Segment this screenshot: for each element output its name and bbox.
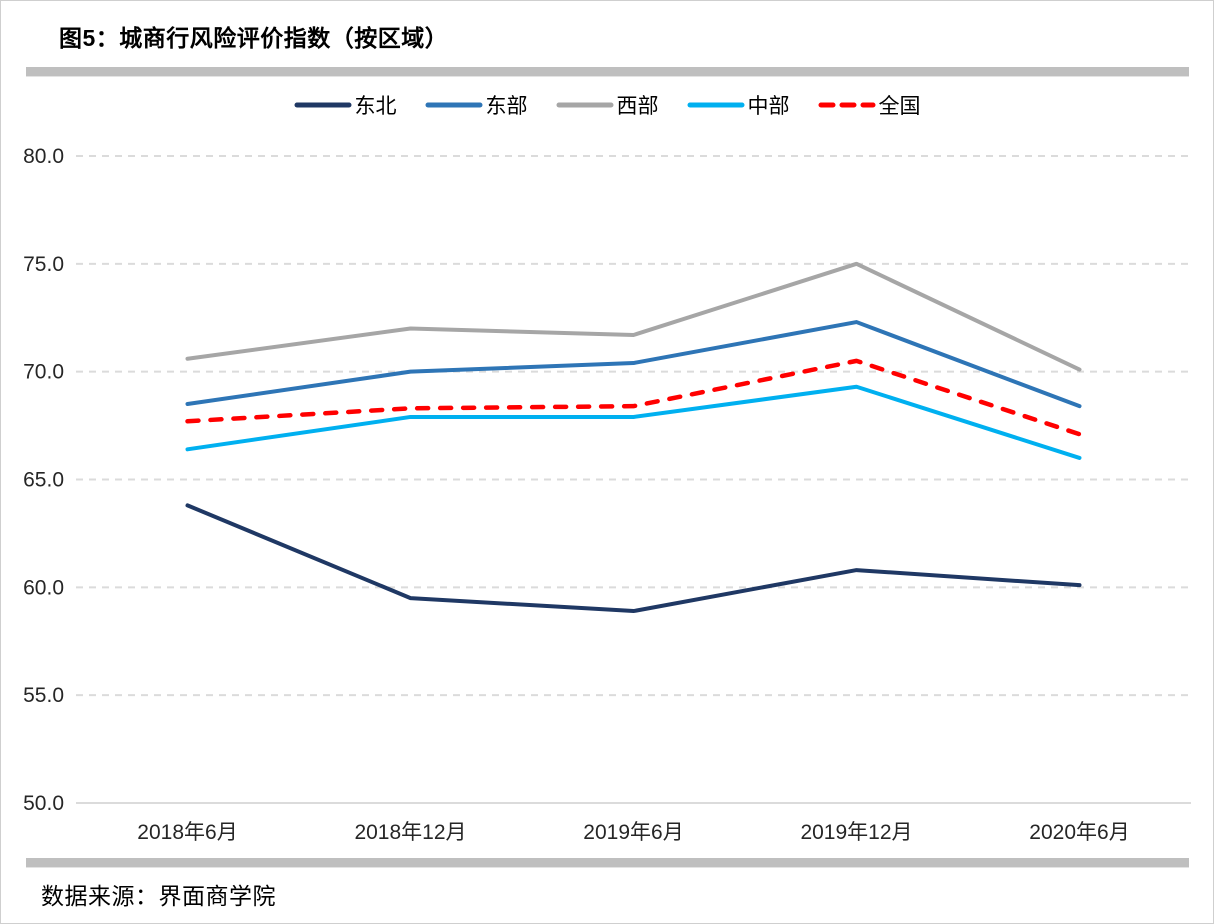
x-tick-label: 2018年6月	[137, 821, 237, 844]
legend-label: 中部	[747, 95, 790, 118]
y-tick-label: 50.0	[23, 792, 64, 815]
series-line-中部	[185, 384, 1082, 460]
legend-label: 全国	[878, 95, 921, 118]
x-tick-label: 2020年6月	[1029, 821, 1129, 844]
series-line-东部	[185, 320, 1082, 409]
data-source-note: 数据来源：界面商学院	[41, 883, 276, 909]
legend-item-全国: 全国	[818, 90, 921, 120]
y-tick-label: 80.0	[23, 145, 64, 168]
legend-item-东部: 东部	[425, 90, 528, 120]
bottom-divider-bar	[26, 858, 1189, 867]
x-tick-label: 2019年12月	[800, 821, 912, 844]
chart-legend: 东北 东部 西部 中部 全国	[1, 91, 1213, 119]
y-tick-label: 65.0	[23, 469, 64, 492]
chart-title: 图5：城商行风险评价指数（按区域）	[59, 25, 449, 51]
series-line-西部	[185, 261, 1082, 372]
legend-label: 东部	[485, 95, 528, 118]
top-divider-bar	[26, 67, 1189, 76]
legend-line-swatch	[425, 102, 482, 108]
legend-item-中部: 中部	[687, 90, 790, 120]
x-tick-label: 2019年6月	[583, 821, 683, 844]
legend-item-西部: 西部	[556, 90, 659, 120]
legend-label: 西部	[616, 95, 659, 118]
y-tick-label: 55.0	[23, 684, 64, 707]
legend-line-swatch	[556, 102, 613, 108]
y-tick-label: 60.0	[23, 576, 64, 599]
series-line-全国	[185, 358, 1082, 437]
x-tick-label: 2018年12月	[354, 821, 466, 844]
y-tick-label: 75.0	[23, 253, 64, 276]
series-line-东北	[185, 503, 1082, 614]
legend-line-swatch	[687, 102, 744, 108]
legend-line-swatch	[294, 102, 351, 108]
legend-label: 东北	[354, 95, 397, 118]
legend-item-东北: 东北	[294, 90, 397, 120]
legend-line-swatch	[818, 102, 875, 108]
y-tick-label: 70.0	[23, 361, 64, 384]
